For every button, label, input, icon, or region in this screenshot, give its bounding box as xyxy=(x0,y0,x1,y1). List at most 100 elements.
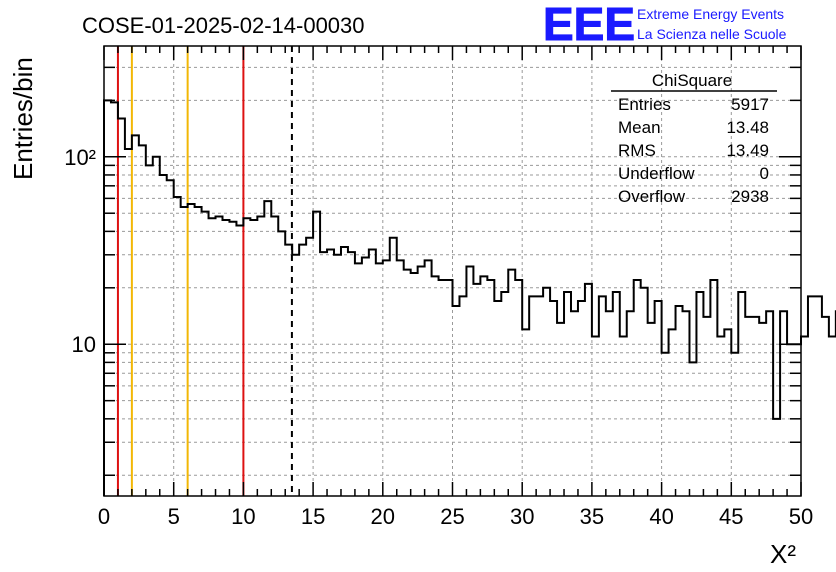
histogram-bin xyxy=(167,180,174,496)
x-tick-label: 45 xyxy=(719,504,743,529)
histogram-bin xyxy=(648,323,655,496)
histogram-bin xyxy=(418,266,425,496)
histogram-bin xyxy=(209,218,216,496)
histogram-bin xyxy=(696,292,703,496)
histogram-bin xyxy=(104,100,111,496)
histogram-bin xyxy=(808,296,815,496)
histogram-bin xyxy=(689,362,696,496)
histogram-bin xyxy=(780,311,787,496)
histogram-bin xyxy=(446,280,453,496)
histogram-bin xyxy=(271,217,278,496)
stats-label-underflow: Underflow xyxy=(618,164,695,183)
histogram-bin xyxy=(731,353,738,496)
histogram-bin xyxy=(703,317,710,496)
histogram-bin xyxy=(655,301,662,496)
histogram-bin xyxy=(529,296,536,496)
histogram-bin xyxy=(397,260,404,496)
histogram-bin xyxy=(459,296,466,496)
x-tick-labels: 0 5 10 15 20 25 30 35 40 45 50 xyxy=(98,504,813,529)
histogram-bin xyxy=(634,280,641,496)
histogram-bin xyxy=(508,270,515,496)
x-tick-label: 15 xyxy=(301,504,325,529)
stats-value-entries: 5917 xyxy=(731,95,769,114)
histogram-bin xyxy=(299,245,306,496)
stats-value-overflow: 2938 xyxy=(731,187,769,206)
stats-value-underflow: 0 xyxy=(760,164,769,183)
histogram-bin xyxy=(717,336,724,496)
histogram-bin xyxy=(174,197,181,496)
histogram-bin xyxy=(620,336,627,496)
histogram-bin xyxy=(669,329,676,496)
histogram-bin xyxy=(550,301,557,496)
histogram-bin xyxy=(627,311,634,496)
histogram-bin xyxy=(404,270,411,496)
histogram-bin xyxy=(313,212,320,496)
histogram-bin xyxy=(494,301,501,496)
histogram-bin xyxy=(341,247,348,496)
stats-label-overflow: Overflow xyxy=(618,187,686,206)
y-axis-label: Entries/bin xyxy=(8,57,38,180)
histogram-bin xyxy=(348,252,355,496)
histogram-bin xyxy=(752,317,759,496)
chart-title: COSE-01-2025-02-14-00030 xyxy=(82,13,365,38)
y-tick-labels: 10 10² xyxy=(64,145,96,357)
histogram-bin xyxy=(111,102,118,496)
histogram-bin xyxy=(773,419,780,496)
histogram-bin xyxy=(613,292,620,496)
histogram-bin xyxy=(188,204,195,496)
histogram-bin xyxy=(564,292,571,496)
histogram-bin xyxy=(599,296,606,496)
histogram-bin xyxy=(439,280,446,496)
histogram-bin xyxy=(480,276,487,496)
histogram-bin xyxy=(641,288,648,496)
histogram-bin xyxy=(453,306,460,496)
histogram-bin xyxy=(571,311,578,496)
histogram-bin xyxy=(181,207,188,496)
histogram-bin xyxy=(543,288,550,496)
x-tick-label: 0 xyxy=(98,504,110,529)
histogram-bin xyxy=(662,353,669,496)
stats-label-rms: RMS xyxy=(618,141,656,160)
y-tick-label: 10 xyxy=(72,332,96,357)
y-tick-label: 10² xyxy=(64,145,96,170)
histogram-bin xyxy=(264,201,271,496)
histogram-bin xyxy=(515,280,522,496)
x-tick-label: 25 xyxy=(440,504,464,529)
histogram-bin xyxy=(710,280,717,496)
histogram-bin xyxy=(487,280,494,496)
histogram-bin xyxy=(738,292,745,496)
histogram-bin xyxy=(787,344,794,496)
stats-label-mean: Mean xyxy=(618,118,661,137)
histogram-bin xyxy=(229,222,236,496)
x-tick-label: 10 xyxy=(231,504,255,529)
histogram-bin xyxy=(794,344,801,496)
eee-logo: EEE Extreme Energy Events La Scienza nel… xyxy=(543,0,787,51)
histogram-bin xyxy=(250,220,257,496)
histogram-bin xyxy=(355,263,362,496)
histogram-bin xyxy=(676,306,683,496)
histogram-bin xyxy=(202,212,209,496)
histogram-bin xyxy=(801,336,808,496)
histogram-bin xyxy=(383,260,390,496)
logo-line2: La Scienza nelle Scuole xyxy=(637,26,787,42)
histogram-bin xyxy=(390,238,397,496)
histogram-bin xyxy=(745,317,752,496)
marker-lines xyxy=(116,46,293,496)
histogram-bin xyxy=(139,145,146,496)
histogram-bin xyxy=(815,296,822,496)
x-tick-label: 30 xyxy=(510,504,534,529)
histogram-bin xyxy=(334,255,341,496)
histogram-bin xyxy=(759,323,766,496)
stats-box: ChiSquare Entries 5917 Mean 13.48 RMS 13… xyxy=(611,71,777,206)
x-tick-label: 5 xyxy=(168,504,180,529)
logo-mark: EEE xyxy=(543,0,635,50)
x-tick-label: 35 xyxy=(580,504,604,529)
stats-label-entries: Entries xyxy=(618,95,671,114)
histogram-bin xyxy=(125,149,132,496)
histogram-bin xyxy=(243,218,250,496)
histogram-bin xyxy=(236,225,243,496)
x-axis-label: X² xyxy=(770,539,796,569)
histogram-bin xyxy=(578,301,585,496)
histogram-bin xyxy=(146,165,153,496)
histogram-bin xyxy=(724,329,731,496)
